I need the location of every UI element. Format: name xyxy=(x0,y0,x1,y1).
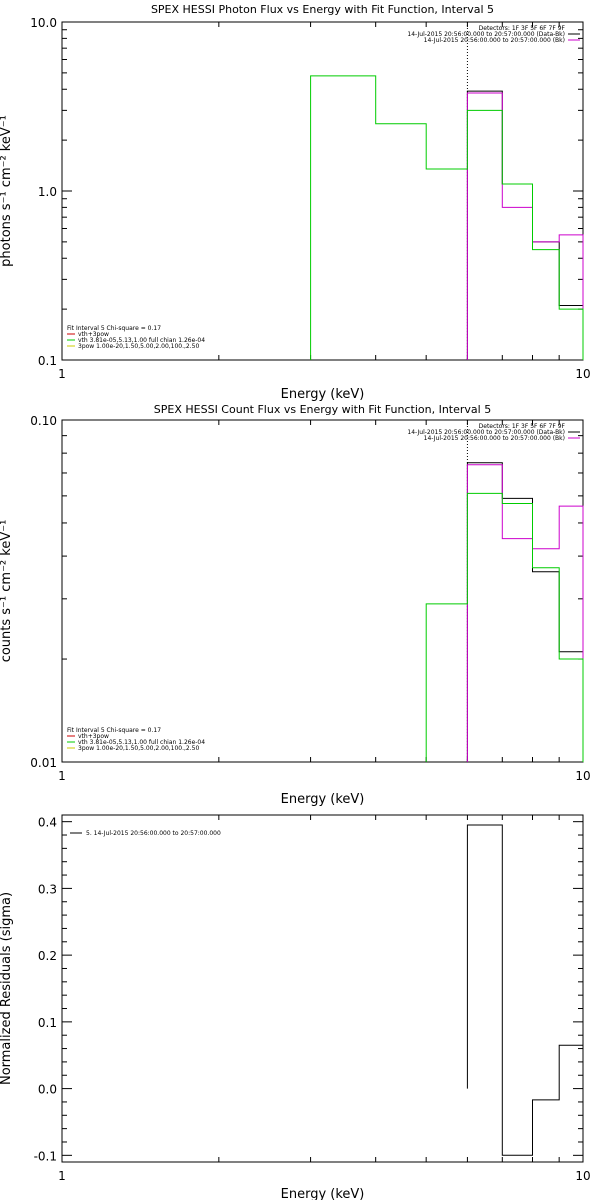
series-vth-3pow xyxy=(310,75,584,360)
plot-frame xyxy=(61,21,584,361)
chart-panel-1: SPEX HESSI Photon Flux vs Energy with Fi… xyxy=(0,3,591,402)
x-tick-label: 10 xyxy=(575,1169,590,1183)
x-axis-label: Energy (keV) xyxy=(281,1187,365,1200)
legend-text: 14-Jul-2015 20:56:00.000 to 20:57:00.000… xyxy=(424,435,565,442)
chart-panel-3: 1 10 0.4 0.3 0.2 0.1 0.0 -0.1 Energy (keV) Normal… xyxy=(0,814,591,1200)
y-tick-label: 10.0 xyxy=(30,16,57,30)
y-tick-label: 0.3 xyxy=(38,882,57,896)
series-bk xyxy=(466,92,584,360)
legend-text: 3pow 1.00e-20,1.50,5.00,2.00,100.,2.50 xyxy=(78,745,199,752)
series-vth-3pow xyxy=(425,492,584,762)
y-tick-label: 0.2 xyxy=(38,949,57,963)
y-tick-label: 0.4 xyxy=(38,816,57,830)
legend-text: 14-Jul-2015 20:56:00.000 to 20:57:00.000… xyxy=(407,31,565,38)
chart-panel-2: SPEX HESSI Count Flux vs Energy with Fit… xyxy=(0,403,591,807)
y-axis-label: counts s⁻¹ cm⁻² keV⁻¹ xyxy=(0,520,14,663)
x-tick-label: 1 xyxy=(58,769,66,783)
legend-text: 5. 14-Jul-2015 20:56:00.000 to 20:57:00.… xyxy=(86,830,221,837)
y-axis-label: photons s⁻¹ cm⁻² keV⁻¹ xyxy=(0,115,14,267)
y-tick-label: 0.1 xyxy=(38,354,57,368)
legend-text: vth+3pow xyxy=(78,331,109,338)
legend-text: Detectors: 1F 3F 5F 6F 7F 9F xyxy=(479,25,566,32)
series-data-bk xyxy=(466,462,584,762)
x-tick-label: 1 xyxy=(58,367,66,381)
y-tick-label: 0.01 xyxy=(30,756,57,770)
y-tick-label: 0.0 xyxy=(38,1083,57,1097)
chart-title: SPEX HESSI Count Flux vs Energy with Fit… xyxy=(154,403,491,416)
y-axis-label: Normalized Residuals (sigma) xyxy=(0,892,14,1085)
x-tick-label: 1 xyxy=(58,1169,66,1183)
plot-frame xyxy=(61,419,584,763)
legend-text: vth+3pow xyxy=(78,733,109,740)
y-tick-label: 1.0 xyxy=(38,185,57,199)
series-residuals xyxy=(466,824,584,1156)
series-data-bk xyxy=(466,90,584,360)
y-tick-label: 0.10 xyxy=(30,414,57,428)
legend-text: Fit Interval 5 Chi-square = 0.17 xyxy=(67,727,161,734)
legend-text: Fit Interval 5 Chi-square = 0.17 xyxy=(67,325,161,332)
legend-text: 14-Jul-2015 20:56:00.000 to 20:57:00.000… xyxy=(424,37,565,44)
chart-title: SPEX HESSI Photon Flux vs Energy with Fi… xyxy=(151,3,494,16)
series-bk xyxy=(466,464,584,762)
legend-text: Detectors: 1F 3F 5F 6F 7F 9F xyxy=(479,423,566,430)
legend-text: 14-Jul-2015 20:56:00.000 to 20:57:00.000… xyxy=(407,429,565,436)
y-tick-label: -0.1 xyxy=(34,1149,57,1163)
legend-text: vth 3.81e-05,5.13,1.00 full chian 1.26e-… xyxy=(78,337,205,344)
legend-text: vth 3.81e-05,5.13,1.00 full chian 1.26e-… xyxy=(78,739,205,746)
x-tick-label: 10 xyxy=(575,367,590,381)
y-tick-label: 0.1 xyxy=(38,1016,57,1030)
x-axis-label: Energy (keV) xyxy=(281,387,365,402)
legend-text: 3pow 1.00e-20,1.50,5.00,2.00,100.,2.50 xyxy=(78,343,199,350)
x-tick-label: 10 xyxy=(575,769,590,783)
plot-frame xyxy=(61,814,584,1163)
x-axis-label: Energy (keV) xyxy=(281,792,365,807)
